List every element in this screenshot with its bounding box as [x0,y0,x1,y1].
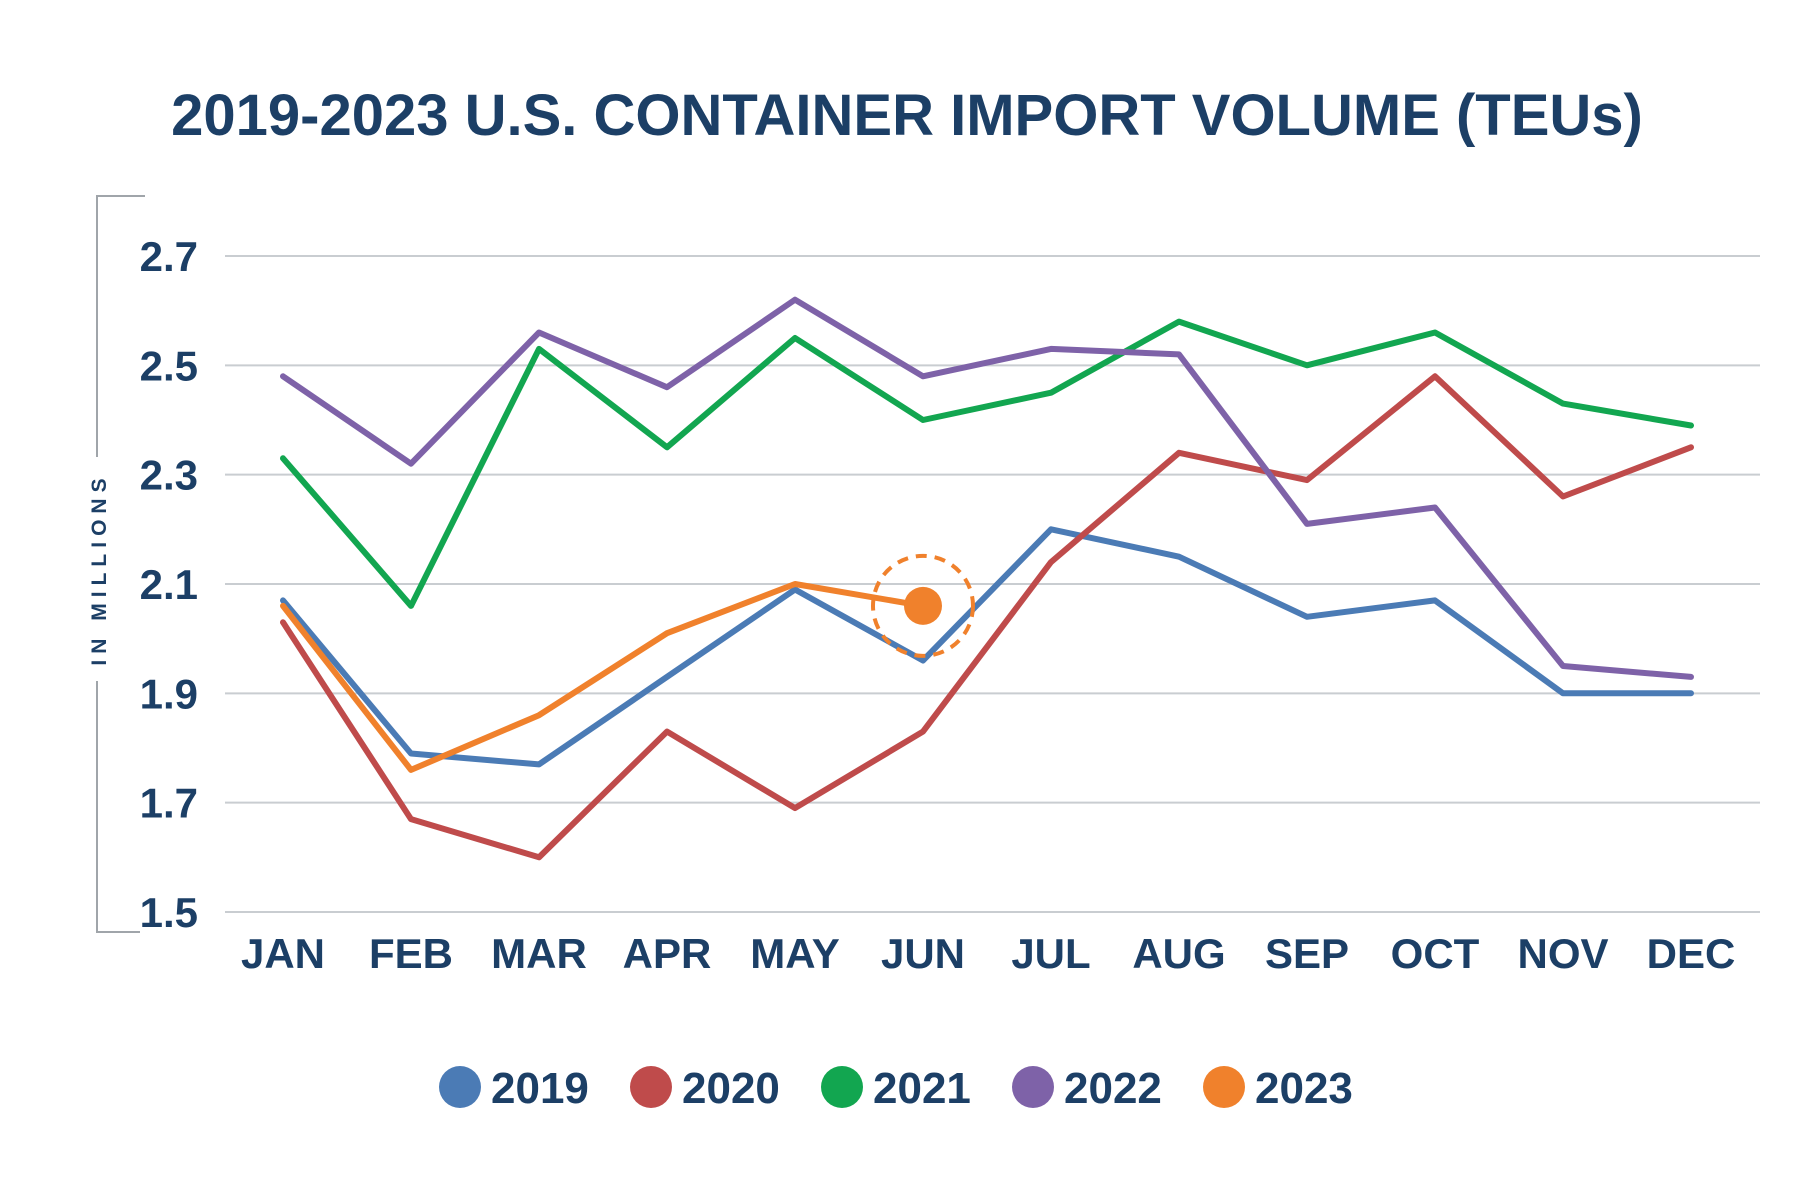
gridlines [225,255,1760,913]
y-tick-label: 1.9 [140,670,198,717]
x-tick-label: JAN [241,930,325,977]
series-lines [280,296,1694,861]
x-tick-label: JUL [1011,930,1090,977]
y-tick-label: 2.1 [140,561,198,608]
legend-label: 2020 [682,1064,780,1113]
legend-item-2022: 2022 [1012,1064,1162,1113]
y-tick-label: 2.3 [140,452,198,499]
annotations [871,553,975,658]
series-line-2021 [280,318,1694,609]
legend-item-2020: 2020 [630,1064,780,1113]
y-axis-bracket [96,195,145,933]
x-tick-label: OCT [1391,930,1480,977]
legend-swatch [439,1066,481,1108]
legend: 2019 2020 2021 2022 2023 [439,1064,1353,1113]
series-line-2022 [280,296,1694,680]
latest-point-marker [904,586,942,625]
legend-label: 2022 [1064,1064,1162,1113]
x-tick-label: AUG [1132,930,1225,977]
y-tick-label: 1.5 [140,889,198,936]
x-tick-label: SEP [1265,930,1349,977]
legend-swatch [630,1066,672,1108]
x-tick-label: MAR [491,930,587,977]
legend-label: 2019 [491,1064,589,1113]
legend-swatch [1203,1066,1245,1108]
y-tick-labels: 2.7 2.5 2.3 2.1 1.9 1.7 1.5 [140,233,198,936]
x-tick-label: APR [623,930,712,977]
x-tick-label: FEB [369,930,453,977]
series-line-2023 [280,581,926,773]
series-line-2019 [280,526,1694,768]
legend-item-2021: 2021 [821,1064,971,1113]
x-tick-label: NOV [1517,930,1608,977]
series-line-2020 [280,373,1694,861]
x-tick-label: DEC [1647,930,1736,977]
legend-label: 2021 [873,1064,971,1113]
legend-swatch [821,1066,863,1108]
legend-label: 2023 [1255,1064,1353,1113]
chart-title: 2019-2023 U.S. CONTAINER IMPORT VOLUME (… [171,83,1643,148]
x-tick-labels: JAN FEB MAR APR MAY JUN JUL AUG SEP OCT NOV DEC [241,930,1735,977]
y-tick-label: 1.7 [140,780,198,827]
legend-item-2023: 2023 [1203,1064,1353,1113]
legend-item-2019: 2019 [439,1064,589,1113]
y-tick-label: 2.5 [140,342,198,389]
x-tick-label: JUN [881,930,965,977]
y-axis-label: IN MILLIONS [88,472,111,665]
x-tick-label: MAY [750,930,839,977]
legend-swatch [1012,1066,1054,1108]
highlight-circle [871,553,975,658]
y-tick-label: 2.7 [140,233,198,280]
